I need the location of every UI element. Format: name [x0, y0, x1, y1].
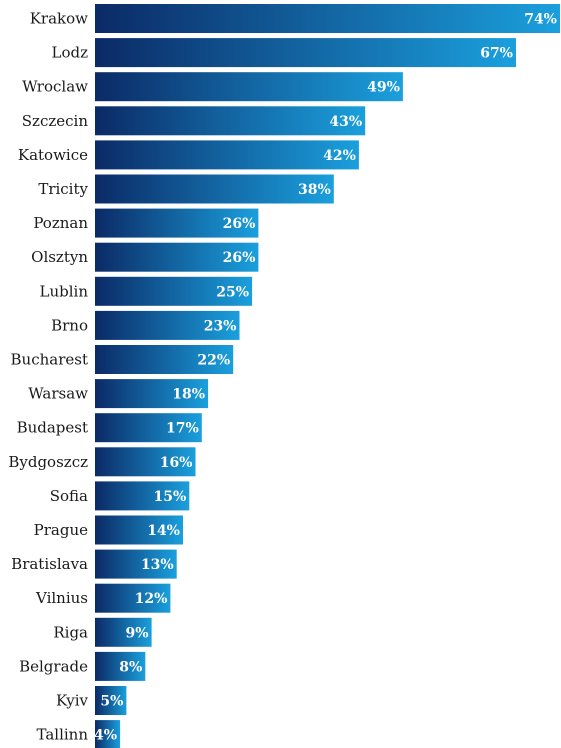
value-label-bratislava: 13%: [141, 557, 174, 573]
category-label-poznan: Poznan: [33, 214, 88, 232]
value-label-kyiv: 5%: [100, 694, 123, 710]
value-label-tricity: 38%: [298, 182, 331, 198]
category-label-lublin: Lublin: [40, 282, 89, 300]
bar-olsztyn: [95, 242, 259, 272]
value-label-katowice: 42%: [323, 148, 356, 164]
bar-brno: [95, 310, 240, 340]
category-label-vilnius: Vilnius: [35, 589, 88, 607]
category-label-belgrade: Belgrade: [19, 657, 88, 675]
bar-riga: [95, 617, 152, 647]
value-label-lodz: 67%: [480, 46, 513, 62]
category-label-riga: Riga: [53, 623, 88, 641]
value-label-krakow: 74%: [524, 12, 557, 28]
category-label-tricity: Tricity: [38, 180, 88, 198]
value-label-olsztyn: 26%: [223, 250, 256, 266]
category-label-wroclaw: Wroclaw: [22, 78, 88, 96]
bar-kyiv: [95, 686, 127, 715]
bar-lublin: [95, 276, 253, 306]
value-label-belgrade: 8%: [119, 659, 142, 675]
bar-warsaw: [95, 379, 209, 409]
category-label-warsaw: Warsaw: [28, 385, 88, 403]
value-label-szczecin: 43%: [329, 114, 362, 130]
category-label-sofia: Sofia: [50, 487, 88, 505]
bar-krakow: [95, 4, 560, 33]
category-label-tallinn: Tallinn: [37, 726, 89, 744]
category-label-budapest: Budapest: [17, 419, 88, 437]
category-label-szczecin: Szczecin: [22, 112, 89, 130]
category-label-bydgoszcz: Bydgoszcz: [8, 453, 88, 471]
bar-bratislava: [95, 549, 177, 579]
bar-budapest: [95, 413, 202, 443]
value-label-bydgoszcz: 16%: [160, 455, 193, 471]
bar-tallinn: [95, 720, 121, 748]
bar-bucharest: [95, 345, 234, 374]
value-label-budapest: 17%: [166, 421, 199, 437]
value-label-lublin: 25%: [216, 284, 249, 300]
category-label-olsztyn: Olsztyn: [31, 248, 88, 266]
value-label-riga: 9%: [126, 625, 149, 641]
bar-wroclaw: [95, 72, 403, 102]
bar-bydgoszcz: [95, 447, 196, 477]
value-label-poznan: 26%: [223, 216, 256, 232]
bar-tricity: [95, 174, 334, 204]
value-label-brno: 23%: [204, 318, 237, 334]
bar-szczecin: [95, 106, 366, 136]
bar-sofia: [95, 481, 190, 511]
bar-poznan: [95, 208, 259, 238]
value-label-tallinn: 4%: [94, 728, 117, 744]
bar-belgrade: [95, 651, 146, 681]
category-label-krakow: Krakow: [30, 10, 88, 28]
category-label-katowice: Katowice: [18, 146, 88, 164]
value-label-vilnius: 12%: [135, 591, 168, 607]
value-label-wroclaw: 49%: [367, 80, 400, 96]
category-label-prague: Prague: [34, 521, 88, 539]
value-label-warsaw: 18%: [172, 387, 205, 403]
category-label-bratislava: Bratislava: [11, 555, 88, 573]
bar-lodz: [95, 38, 516, 68]
value-label-sofia: 15%: [154, 489, 187, 505]
category-label-kyiv: Kyiv: [56, 692, 89, 710]
category-label-brno: Brno: [51, 316, 88, 334]
bar-katowice: [95, 140, 359, 170]
bar-vilnius: [95, 583, 171, 613]
value-label-prague: 14%: [147, 523, 180, 539]
value-label-bucharest: 22%: [197, 353, 230, 369]
bar-prague: [95, 515, 183, 545]
category-label-bucharest: Bucharest: [11, 351, 88, 369]
category-label-lodz: Lodz: [52, 44, 89, 62]
bars-group: Krakow 74% Lodz 67% Wroclaw 49% Szczecin 43% Kat…: [8, 4, 560, 748]
